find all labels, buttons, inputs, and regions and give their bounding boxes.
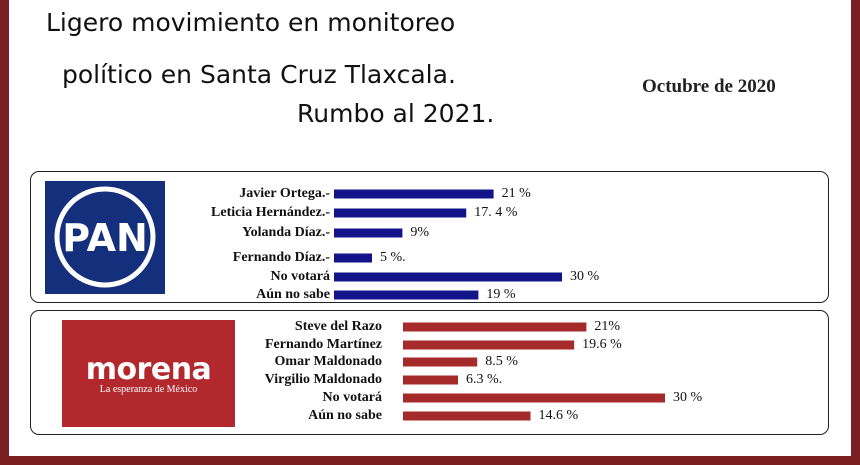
morena-bar-1	[403, 322, 587, 332]
report-date: Octubre de 2020	[642, 76, 776, 97]
morena-category-label-1: Steve del Razo	[294, 319, 382, 334]
title-line-3: Rumbo al 2021.	[297, 99, 495, 128]
pan-value-label-1: 21 %	[501, 186, 531, 201]
pan-category-label-5: No votará	[270, 269, 331, 284]
morena-category-label-3: Omar Maldonado	[274, 354, 382, 369]
title-line-2: político en Santa Cruz Tlaxcala.	[62, 60, 456, 89]
morena-bar-2	[403, 340, 575, 350]
morena-bar-3	[403, 357, 478, 367]
pan-bar-1	[334, 189, 494, 199]
pan-bar-4	[334, 253, 372, 263]
morena-category-label-5: No votará	[322, 390, 383, 405]
morena-logo-subtitle: La esperanza de México	[99, 384, 198, 395]
pan-category-label-1: Javier Ortega.-	[239, 186, 330, 201]
morena-value-label-2: 19.6 %	[582, 337, 622, 352]
pan-value-label-2: 17. 4 %	[474, 205, 518, 220]
title-line-1: Ligero movimiento en monitoreo	[46, 8, 456, 37]
pan-bar-5	[334, 272, 562, 282]
morena-bar-4	[403, 375, 459, 385]
morena-category-label-2: Fernando Martínez	[264, 337, 382, 352]
pan-bar-3	[334, 228, 403, 238]
pan-category-label-2: Leticia Hernández.-	[211, 205, 330, 220]
pan-value-label-3: 9%	[410, 225, 430, 240]
morena-value-label-1: 21%	[594, 319, 621, 334]
morena-value-label-3: 8.5 %	[485, 354, 518, 369]
morena-bar-6	[403, 411, 531, 421]
pan-category-label-4: Fernando Díaz.-	[232, 250, 330, 265]
pan-category-label-6: Aún no sabe	[256, 287, 330, 302]
morena-logo-text: morena	[85, 352, 212, 387]
morena-value-label-6: 14.6 %	[538, 408, 579, 423]
pan-logo: PAN	[45, 181, 165, 294]
pan-value-label-5: 30 %	[570, 269, 600, 284]
morena-value-label-5: 30 %	[673, 390, 703, 405]
pan-logo-text: PAN	[62, 216, 148, 260]
pan-value-label-6: 19 %	[486, 287, 516, 302]
pan-category-label-3: Yolanda Díaz.-	[242, 225, 330, 240]
pan-bar-6	[334, 290, 479, 300]
pan-value-label-4: 5 %.	[380, 250, 406, 265]
morena-category-label-6: Aún no sabe	[308, 408, 382, 423]
morena-value-label-4: 6.3 %.	[466, 372, 503, 387]
morena-category-label-4: Virgilio Maldonado	[264, 372, 382, 387]
morena-logo: morena La esperanza de México	[62, 320, 235, 427]
morena-bar-5	[403, 393, 665, 403]
pan-bar-2	[334, 208, 467, 218]
